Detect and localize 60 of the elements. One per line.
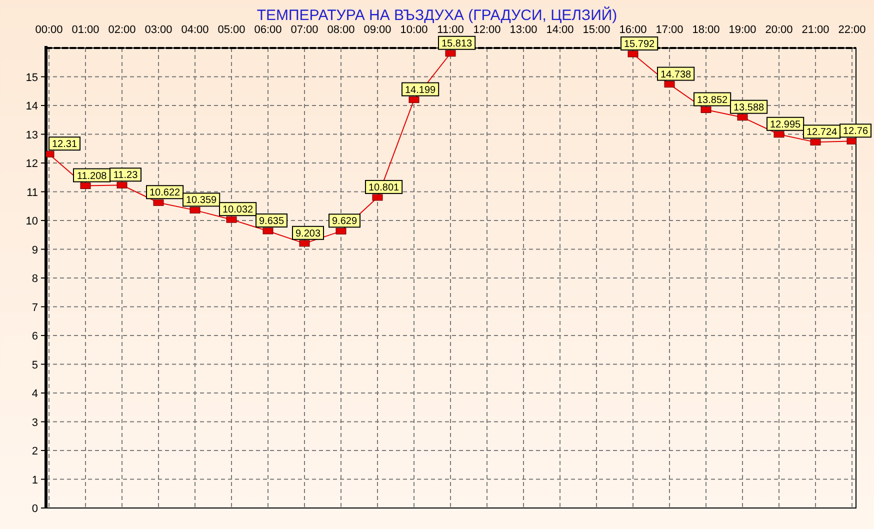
chart-title: ТЕМПЕРАТУРА НА ВЪЗДУХА (ГРАДУСИ, ЦЕЛЗИЙ): [256, 6, 618, 24]
data-label: 10.359: [186, 195, 218, 206]
x-tick-label: 07:00: [290, 24, 318, 36]
y-tick-label: 12: [26, 158, 38, 170]
data-label: 14.738: [660, 69, 692, 80]
x-tick-label: 10:00: [400, 24, 428, 36]
data-label: 10.801: [368, 182, 400, 194]
x-tick-label: 01:00: [72, 24, 100, 36]
x-tick-label: 03:00: [144, 24, 172, 36]
data-label: 11.23: [113, 170, 138, 182]
x-tick-label: 09:00: [364, 24, 392, 36]
data-label: 12.995: [770, 119, 802, 130]
x-tick-label: 16:00: [619, 24, 647, 36]
y-tick-label: 2: [32, 446, 38, 458]
y-tick-label: 3: [32, 416, 38, 429]
data-label: 9.203: [295, 228, 321, 240]
x-tick-label: 13:00: [510, 24, 538, 36]
data-label: 10.622: [150, 188, 181, 199]
data-label: 14.199: [405, 84, 436, 96]
x-tick-label: 04:00: [181, 24, 209, 36]
x-tick-label: 05:00: [218, 24, 246, 36]
x-tick-label: 12:00: [473, 24, 501, 36]
data-label: 15.813: [442, 38, 473, 50]
data-label: 12.724: [806, 127, 838, 138]
data-label: 11.208: [76, 170, 108, 182]
x-tick-label: 00:00: [35, 24, 63, 36]
point: [846, 138, 856, 144]
x-tick-label: 02:00: [108, 24, 136, 36]
y-tick-label: 5: [32, 359, 38, 372]
data-label: 9.629: [332, 216, 358, 228]
y-tick-label: 10: [26, 216, 38, 228]
y-tick-label: 14: [26, 100, 38, 112]
y-tick-label: 1: [32, 474, 38, 486]
y-tick-label: 6: [32, 330, 38, 342]
x-tick-label: 19:00: [728, 24, 756, 36]
data-label: 12.31: [52, 139, 78, 150]
x-tick-label: 06:00: [254, 24, 282, 36]
y-tick-label: 13: [26, 129, 38, 142]
x-tick-label: 14:00: [546, 24, 574, 36]
x-tick-label: 18:00: [692, 24, 720, 36]
x-tick-label: 15:00: [582, 24, 610, 36]
y-tick-label: 8: [32, 273, 38, 285]
x-tick-label: 08:00: [327, 24, 355, 36]
x-tick-label: 22:00: [838, 24, 866, 36]
data-label: 13.852: [697, 94, 728, 106]
data-label: 9.635: [258, 216, 284, 227]
x-tick-label: 21:00: [802, 24, 830, 36]
data-label: 10.032: [222, 204, 254, 216]
data-label: 13.588: [734, 102, 765, 114]
y-tick-label: 11: [26, 186, 38, 199]
x-tick-label: 11:00: [437, 24, 464, 36]
data-label: 12.76: [842, 126, 868, 138]
x-tick-label: 20:00: [765, 24, 793, 36]
y-tick-label: 9: [32, 244, 38, 256]
data-label: 15.792: [624, 38, 656, 50]
y-tick-label: 15: [26, 72, 38, 84]
y-tick-label: 0: [32, 503, 38, 515]
y-tick-label: 7: [32, 302, 38, 314]
y-tick-label: 4: [32, 388, 38, 400]
x-tick-label: 17:00: [656, 24, 684, 36]
